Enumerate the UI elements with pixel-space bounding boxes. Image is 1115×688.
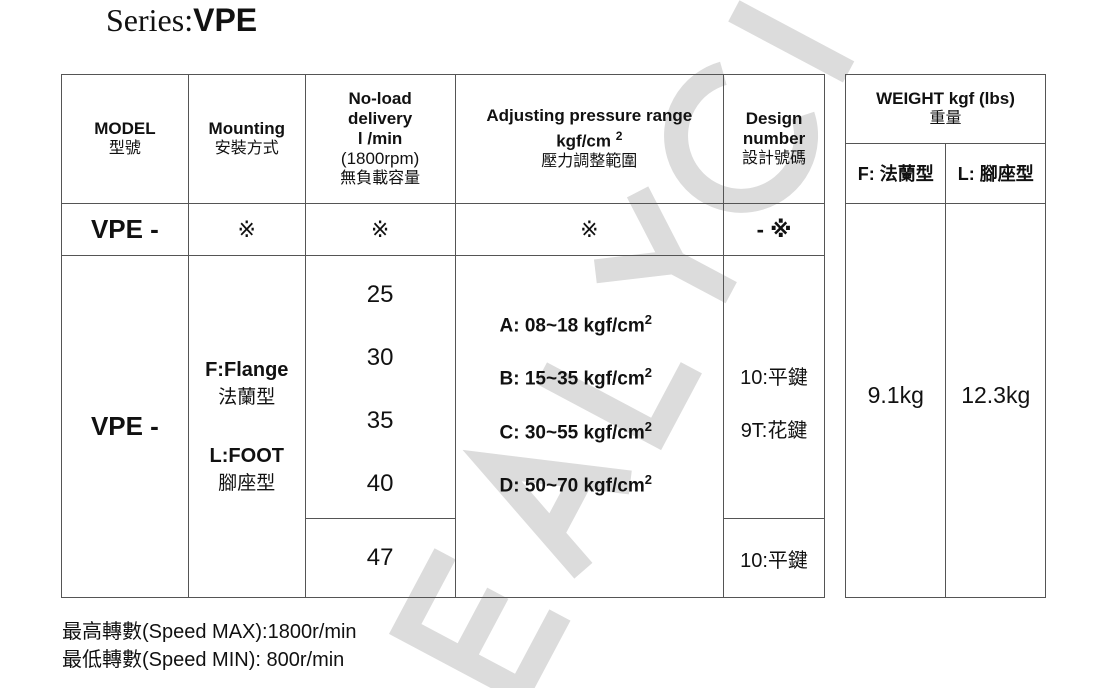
weight-foot-label: L: 腳座型	[945, 143, 1046, 204]
mounting-options: F:Flange 法蘭型 L:FOOT 腳座型	[187, 255, 306, 598]
header-delivery: No-load delivery l /min (1800rpm) 無負載容量	[304, 74, 456, 204]
weight-header: WEIGHT kgf (lbs) 重量	[845, 74, 1046, 144]
code-model: VPE -	[61, 203, 189, 256]
speed-max: 最高轉數(Speed MAX):1800r/min	[62, 621, 357, 643]
model-value: VPE -	[61, 255, 189, 598]
header-mounting: Mounting 安裝方式	[187, 74, 306, 204]
weight-flange-value: 9.1kg	[844, 203, 947, 598]
code-row: VPE - ※ ※ ※ - ※	[61, 203, 825, 256]
speed-min: 最低轉數(Speed MIN): 800r/min	[62, 649, 345, 671]
weight-table: WEIGHT kgf (lbs) 重量 F: 法蘭型 L: 腳座型 9.1kg 1…	[844, 74, 1046, 598]
weight-foot-value: 12.3kg	[945, 203, 1046, 598]
delivery-group-2: 47	[304, 518, 456, 598]
watermark-letter-i	[728, 0, 855, 83]
speed-notes: 最高轉數(Speed MAX):1800r/min 最低轉數(Speed MIN…	[62, 618, 357, 674]
data-row: VPE - F:Flange 法蘭型 L:FOOT 腳座型 25 30 35 40 A: …	[61, 255, 825, 598]
header-model: MODEL 型號	[61, 74, 189, 204]
header-design: Design number 設計號碼	[723, 74, 825, 204]
weight-flange-label: F: 法蘭型	[844, 143, 947, 204]
code-design: - ※	[723, 203, 825, 256]
pressure-options: A: 08~18 kgf/cm2 B: 15~35 kgf/cm2 C: 30~…	[454, 255, 725, 598]
code-mounting: ※	[187, 203, 306, 256]
header-pressure: Adjusting pressure range kgf/cm 2 壓力調整範圍	[454, 74, 725, 204]
code-delivery: ※	[304, 203, 456, 256]
code-pressure: ※	[454, 203, 725, 256]
page-title: Series:VPE	[106, 2, 258, 38]
delivery-group-1: 25 30 35 40	[304, 255, 456, 519]
model-code-table: MODEL 型號 Mounting 安裝方式 No-load delivery l /m…	[61, 74, 825, 598]
header-row: MODEL 型號 Mounting 安裝方式 No-load delivery l /m…	[61, 74, 825, 204]
design-group-2: 10:平鍵	[723, 518, 825, 598]
design-group-1: 10:平鍵 9T:花鍵	[723, 255, 825, 519]
data-row-2: 47 10:平鍵	[62, 518, 825, 598]
